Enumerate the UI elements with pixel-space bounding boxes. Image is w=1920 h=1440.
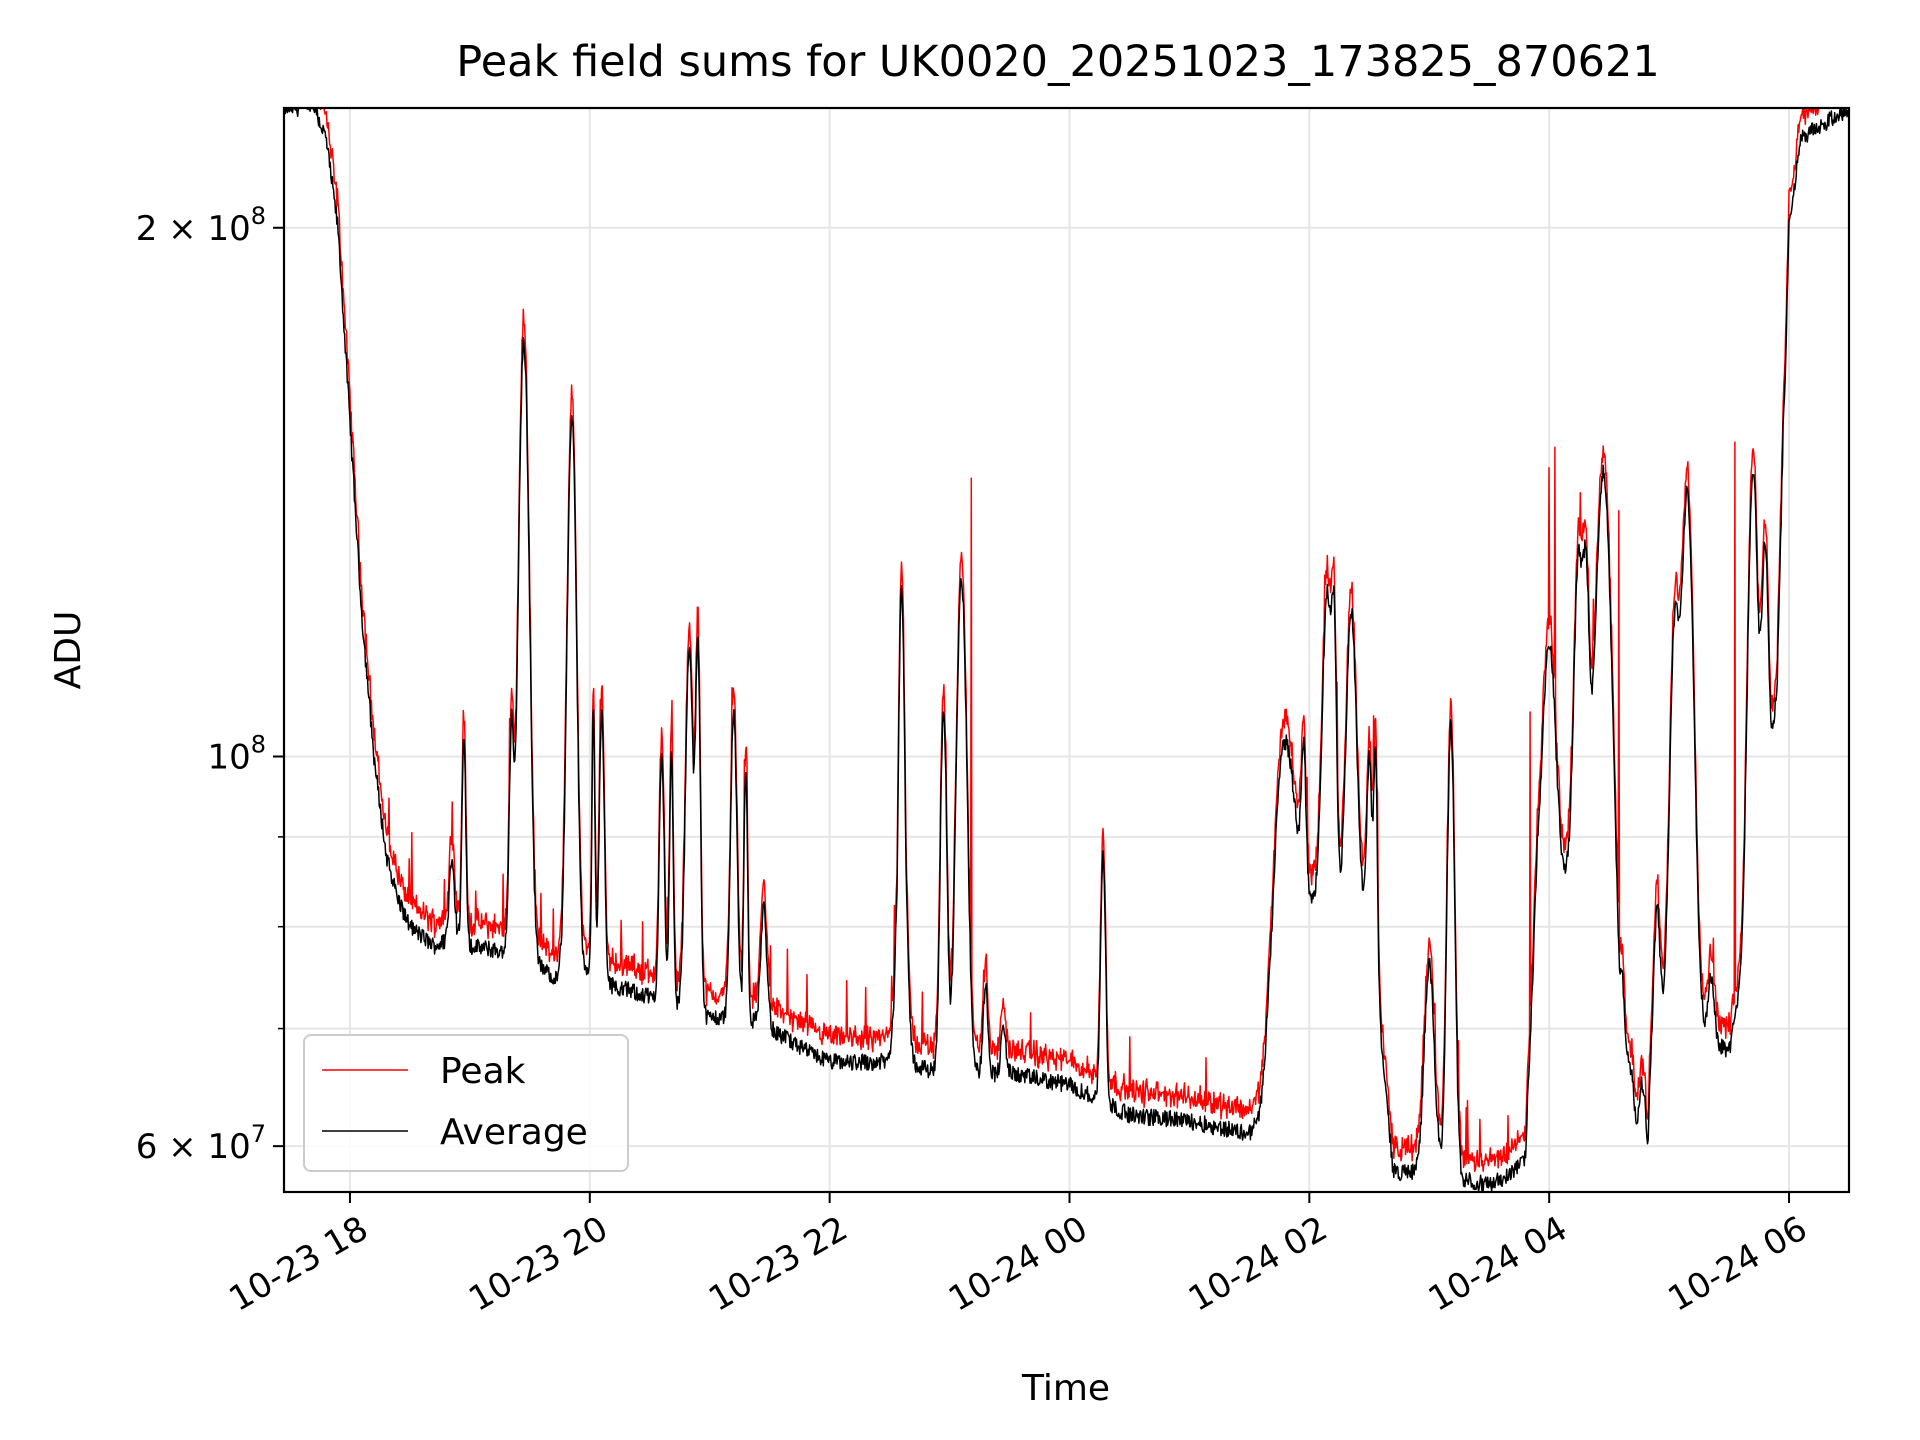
- y-tick-label: 6 × 107: [136, 1120, 266, 1167]
- legend-average-label: Average: [440, 1112, 588, 1153]
- legend-box: [303, 1034, 629, 1172]
- series-line-peak: [284, 108, 1849, 1173]
- plot-frame: [282, 106, 1851, 1194]
- x-tick-label: 10-24 04: [1422, 1209, 1574, 1320]
- series-layer: [284, 108, 1849, 1192]
- y-axis-label: ADU: [48, 611, 89, 690]
- legend: Peak Average: [303, 1034, 629, 1172]
- series-line-average: [284, 108, 1849, 1192]
- x-tick-label: 10-24 06: [1662, 1209, 1814, 1320]
- x-tick-label: 10-23 22: [702, 1209, 854, 1320]
- x-tick-label: 10-23 18: [222, 1209, 374, 1320]
- x-tick-label: 10-24 00: [942, 1209, 1094, 1320]
- x-axis-label: Time: [1021, 1368, 1110, 1409]
- x-tick-label: 10-24 02: [1182, 1209, 1334, 1320]
- x-tick-label: 10-23 20: [462, 1209, 614, 1320]
- y-axis: 2 × 108 108 6 × 107: [136, 202, 284, 1167]
- grid: [284, 108, 1849, 1192]
- x-axis: 10-23 18 10-23 20 10-23 22 10-24 00 10-24 02…: [222, 1192, 1814, 1320]
- legend-peak-label: Peak: [440, 1051, 526, 1092]
- chart-title: Peak field sums for UK0020_20251023_1738…: [456, 37, 1659, 87]
- y-tick-label: 108: [207, 730, 266, 777]
- y-tick-label: 2 × 108: [136, 202, 266, 249]
